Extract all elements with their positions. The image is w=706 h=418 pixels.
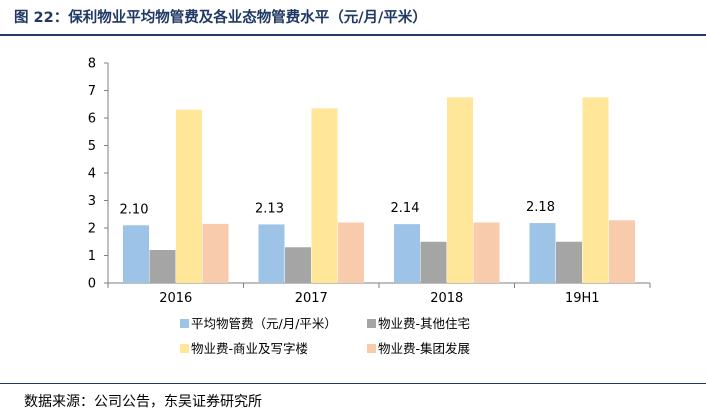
source-note: 数据来源：公司公告，东吴证券研究所 — [24, 394, 262, 410]
y-tick-label: 7 — [88, 84, 96, 99]
legend-label: 物业费-商业及写字楼 — [191, 341, 308, 356]
title-divider — [0, 34, 706, 36]
bar — [202, 223, 229, 283]
legend-label: 物业费-集团发展 — [378, 341, 470, 356]
bar — [311, 108, 338, 283]
y-tick-label: 0 — [88, 277, 96, 292]
bar — [609, 220, 635, 283]
bar — [473, 222, 500, 283]
x-tick-label: 2017 — [295, 291, 328, 306]
legend-label: 物业费-其他住宅 — [378, 316, 470, 331]
legend-swatch — [367, 344, 376, 353]
footer-divider — [0, 383, 706, 384]
data-label: 2.10 — [120, 202, 149, 217]
y-tick-label: 5 — [88, 139, 96, 154]
y-tick-label: 4 — [88, 167, 96, 182]
bar-chart: 0 1 2 3 4 5 6 7 8 2.10 2016 2.13 2017 2.14 2018 2.18 19H… — [88, 57, 651, 356]
data-label: 2.13 — [255, 201, 284, 216]
legend-swatch — [180, 319, 189, 328]
x-tick-label: 2016 — [159, 291, 192, 306]
x-tick-label: 19H1 — [565, 291, 600, 306]
bar — [338, 222, 364, 283]
y-tick-label: 8 — [88, 57, 96, 72]
data-label: 2.18 — [526, 200, 555, 215]
x-tick-label: 2018 — [430, 291, 463, 306]
bar — [529, 223, 556, 283]
y-tick-label: 3 — [88, 194, 96, 209]
bar — [394, 224, 420, 283]
legend-swatch — [180, 344, 189, 353]
bar — [447, 97, 473, 283]
bar — [556, 241, 582, 283]
y-tick-label: 2 — [88, 222, 96, 237]
bar — [149, 250, 176, 283]
bar — [582, 97, 609, 283]
bar — [285, 247, 311, 283]
legend-swatch — [367, 319, 376, 328]
bar — [176, 109, 202, 283]
chart-title: 图 22：保利物业平均物管费及各业态物管费水平（元/月/平米） — [14, 10, 427, 26]
bar — [123, 225, 149, 283]
y-tick-label: 6 — [88, 112, 96, 127]
data-label: 2.14 — [391, 201, 420, 216]
legend-label: 平均物管费（元/月/平米） — [191, 316, 337, 331]
bar — [420, 241, 447, 283]
bar — [258, 224, 285, 283]
y-tick-label: 1 — [88, 249, 96, 264]
